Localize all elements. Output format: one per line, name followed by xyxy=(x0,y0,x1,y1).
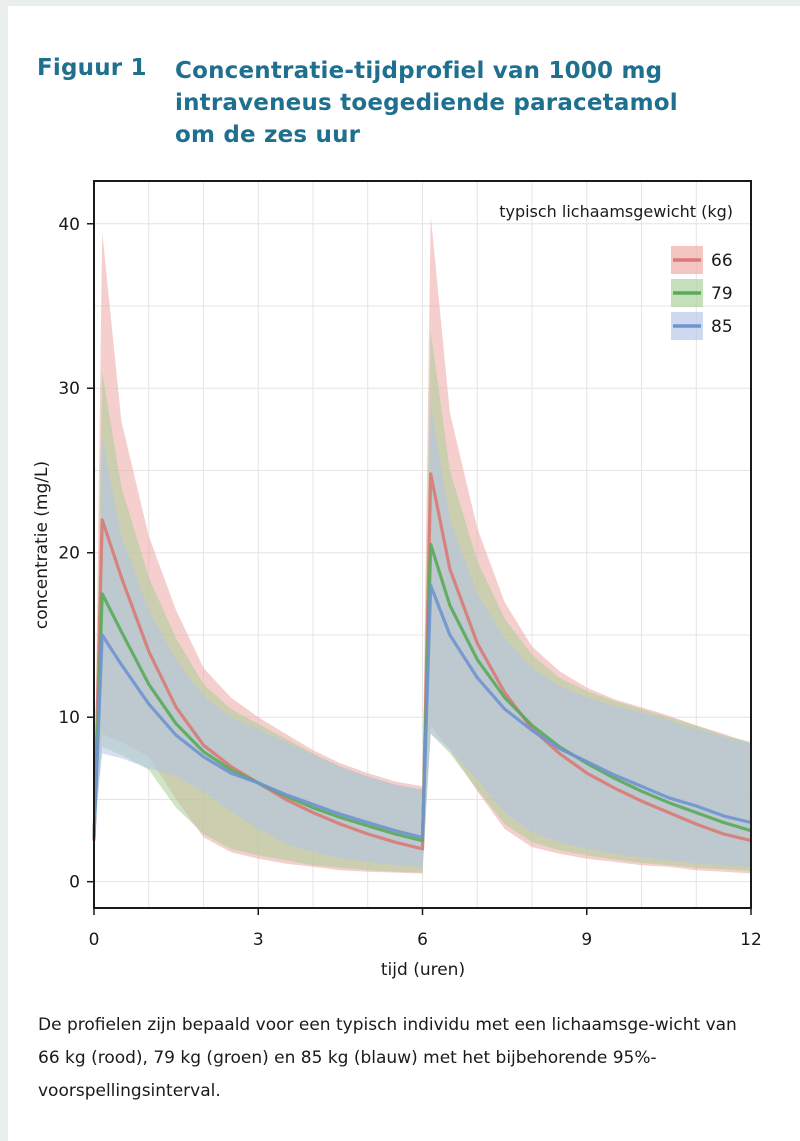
series-line-79 xyxy=(92,542,752,843)
x-axis-label: tijd (uren) xyxy=(381,960,465,980)
y-tick-label: 30 xyxy=(58,379,80,399)
chart-axes: 0 3 6 9 12 0 10 20 30 40 xyxy=(58,215,761,950)
x-tick-label: 12 xyxy=(740,930,762,950)
x-tick-label: 0 xyxy=(89,930,100,950)
x-tick-label: 3 xyxy=(253,930,264,950)
y-tick-label: 20 xyxy=(58,544,80,564)
x-tick-label: 9 xyxy=(581,930,592,950)
chart-lines xyxy=(92,472,752,851)
legend-title: typisch lichaamsgewicht (kg) xyxy=(499,202,733,221)
chart-bands xyxy=(94,215,751,874)
series-line-85 xyxy=(92,583,752,839)
x-tick-label: 6 xyxy=(417,930,428,950)
y-axis-label: concentratie (mg/L) xyxy=(32,461,52,629)
chart-legend: typisch lichaamsgewicht (kg) 66 79 85 xyxy=(499,202,733,340)
figure-title: Concentratie-tijdprofiel van 1000 mg int… xyxy=(175,58,678,148)
legend-label-79: 79 xyxy=(711,284,733,304)
legend-label-85: 85 xyxy=(711,317,733,337)
figure-caption: De profielen zijn bepaald voor een typis… xyxy=(38,1015,737,1101)
prediction-band-85 xyxy=(94,404,751,867)
y-tick-label: 0 xyxy=(69,873,80,893)
figure-number: Figuur 1 xyxy=(37,55,147,81)
y-tick-label: 40 xyxy=(58,215,80,235)
series-line-66 xyxy=(92,472,752,851)
legend-label-66: 66 xyxy=(711,251,733,271)
y-tick-label: 10 xyxy=(58,708,80,728)
